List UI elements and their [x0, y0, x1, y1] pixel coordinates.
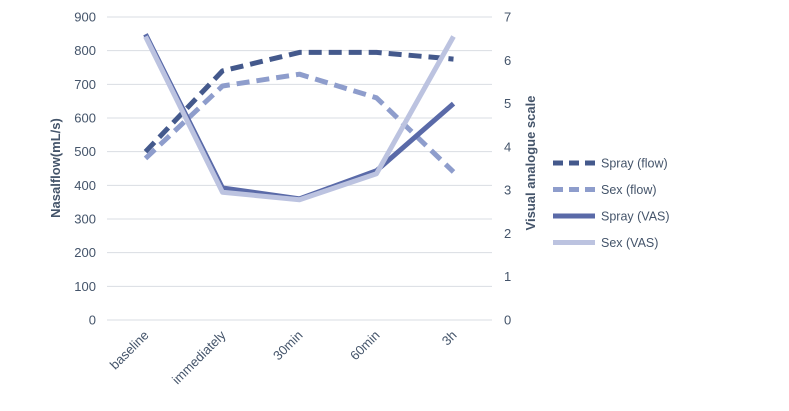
legend-label: Spray (flow) [601, 157, 668, 171]
left-axis-ticks: 0 100 200 300 400 500 600 700 800 900 [74, 10, 96, 328]
right-tick-label: 0 [504, 313, 511, 328]
left-axis-title: Nasalflow(mL/s) [48, 118, 63, 218]
right-tick-label: 1 [504, 269, 511, 284]
right-axis-title: Visual analogue scale [523, 96, 538, 231]
legend: Spray (flow) Sex (flow) Spray (VAS) Sex (VA… [553, 157, 670, 250]
series-line-sex-vas [143, 35, 456, 203]
x-tick-label: baseline [107, 328, 152, 373]
x-tick-label: 60min [347, 328, 383, 364]
right-tick-label: 3 [504, 183, 511, 198]
left-tick-label: 300 [74, 212, 96, 227]
left-tick-label: 100 [74, 279, 96, 294]
right-tick-label: 7 [504, 10, 511, 25]
legend-label: Sex (VAS) [601, 236, 658, 250]
x-axis-ticks: baseline immediately 30min 60min 3h [107, 327, 460, 387]
right-tick-label: 6 [504, 53, 511, 68]
left-tick-label: 500 [74, 144, 96, 159]
x-tick-label: immediately [169, 327, 229, 387]
series-lines [143, 33, 456, 203]
right-tick-label: 4 [504, 139, 511, 154]
series-line-spray-flow [143, 49, 454, 154]
left-tick-label: 900 [74, 10, 96, 25]
x-tick-label: 3h [439, 328, 460, 349]
left-tick-label: 600 [74, 111, 96, 126]
legend-label: Spray (VAS) [601, 210, 670, 224]
left-tick-label: 400 [74, 178, 96, 193]
legend-label: Sex (flow) [601, 183, 657, 197]
x-tick-label: 30min [270, 328, 306, 364]
right-tick-label: 5 [504, 96, 511, 111]
right-axis-ticks: 0 1 2 3 4 5 6 7 [504, 10, 511, 328]
left-tick-label: 0 [89, 313, 96, 328]
left-tick-label: 700 [74, 77, 96, 92]
left-tick-label: 200 [74, 245, 96, 260]
left-tick-label: 800 [74, 43, 96, 58]
series-line-sex-flow [143, 71, 456, 174]
gridlines [107, 16, 492, 321]
right-tick-label: 2 [504, 226, 511, 241]
